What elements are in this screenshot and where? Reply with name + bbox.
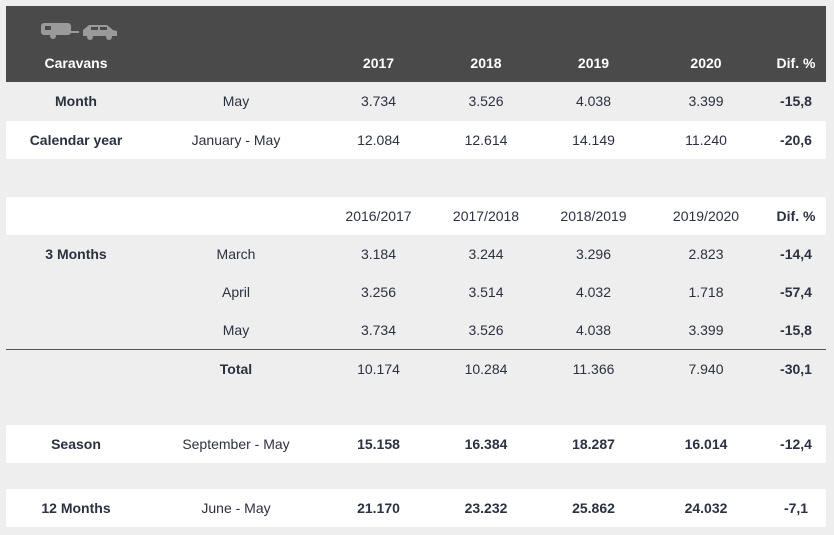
row-period: May	[222, 322, 250, 338]
header-season-2016-2017: 2016/2017	[345, 208, 412, 224]
row-period: September - May	[182, 436, 290, 452]
value-2019-2020: 1.718	[688, 284, 724, 300]
value-2016-2017: 3.184	[360, 246, 397, 262]
value-2018-2019: 3.296	[575, 246, 612, 262]
header-diff: Dif. %	[776, 208, 816, 224]
value-2016-2017: 10.174	[357, 361, 400, 377]
car-icon	[83, 25, 117, 40]
value-2020: 16.014	[684, 436, 728, 452]
header-season-2018-2019: 2018/2019	[560, 208, 627, 224]
month-row: Month May 3.734 3.526 4.038 3.399 -15,8	[6, 82, 826, 120]
value-2019-2020: 7.940	[688, 361, 724, 377]
value-diff: -14,4	[780, 246, 812, 262]
table-header: Caravans 2017 2018 2019 2020 Dif. %	[6, 6, 826, 82]
value-2019-2020: 2.823	[688, 246, 724, 262]
value-2018: 12.614	[464, 132, 508, 148]
value-2017: 3.734	[360, 93, 397, 109]
value-2018: 16.384	[464, 436, 508, 452]
header-year-2019: 2019	[577, 55, 610, 71]
value-2018: 3.526	[468, 93, 504, 109]
value-2017: 12.084	[357, 132, 400, 148]
value-2017-2018: 3.244	[468, 246, 504, 262]
header-title: Caravans	[44, 55, 108, 71]
row-period: May	[222, 93, 250, 109]
value-diff: -7,1	[783, 500, 809, 516]
header-year-2017: 2017	[362, 55, 395, 71]
row-period: Total	[219, 361, 253, 377]
value-2020: 3.399	[688, 93, 724, 109]
value-2017-2018: 10.284	[464, 361, 508, 377]
header-year-2020: 2020	[690, 55, 722, 71]
value-diff: -15,8	[780, 93, 812, 109]
value-diff: -57,4	[780, 284, 812, 300]
three-months-row-march: 3 Months March 3.184 3.244 3.296 2.823 -…	[6, 235, 826, 274]
row-label: Calendar year	[29, 132, 123, 148]
value-2019: 25.862	[572, 500, 615, 516]
value-diff: -12,4	[780, 436, 812, 452]
value-2017: 21.170	[357, 500, 400, 516]
three-months-header: 2016/2017 2017/2018 2018/2019 2019/2020 …	[6, 197, 826, 235]
three-months-row-april: April 3.256 3.514 4.032 1.718 -57,4	[6, 273, 826, 312]
value-2020: 11.240	[685, 132, 727, 148]
header-season-2019-2020: 2019/2020	[672, 208, 740, 224]
row-label: Month	[55, 93, 97, 109]
header-diff: Dif. %	[776, 55, 816, 71]
value-2019: 14.149	[572, 132, 615, 148]
caravan-icon	[41, 23, 79, 39]
value-2018-2019: 4.038	[575, 322, 612, 338]
header-season-2017-2018: 2017/2018	[452, 208, 520, 224]
value-2019: 4.038	[575, 93, 612, 109]
value-2018: 23.232	[464, 500, 508, 516]
value-2019-2020: 3.399	[688, 322, 724, 338]
value-2017-2018: 3.526	[468, 322, 504, 338]
value-2019: 18.287	[572, 436, 615, 452]
value-2017: 15.158	[357, 436, 400, 452]
value-diff: -15,8	[780, 322, 812, 338]
value-diff: -20,6	[780, 132, 812, 148]
row-label: Season	[51, 436, 101, 452]
row-period: March	[216, 246, 256, 262]
row-period: June - May	[201, 500, 271, 516]
three-months-row-may: May 3.734 3.526 4.038 3.399 -15,8	[6, 311, 826, 351]
three-months-row-total: Total 10.174 10.284 11.366 7.940 -30,1	[6, 350, 826, 388]
row-period: January - May	[191, 132, 281, 148]
value-2016-2017: 3.734	[360, 322, 397, 338]
vehicle-icons	[39, 20, 119, 47]
value-2016-2017: 3.256	[360, 284, 397, 300]
header-year-2018: 2018	[470, 55, 502, 71]
twelve-months-row: 12 Months June - May 21.170 23.232 25.86…	[6, 489, 826, 527]
value-2018-2019: 4.032	[575, 284, 612, 300]
season-row: Season September - May 15.158 16.384 18.…	[6, 425, 826, 463]
row-label: 12 Months	[41, 500, 111, 516]
row-label: 3 Months	[45, 246, 107, 262]
row-period: April	[221, 284, 250, 300]
value-diff: -30,1	[780, 361, 812, 377]
calendar-year-row: Calendar year January - May 12.084 12.61…	[6, 121, 826, 159]
value-2020: 24.032	[684, 500, 728, 516]
value-2018-2019: 11.366	[572, 361, 615, 377]
value-2017-2018: 3.514	[468, 284, 504, 300]
